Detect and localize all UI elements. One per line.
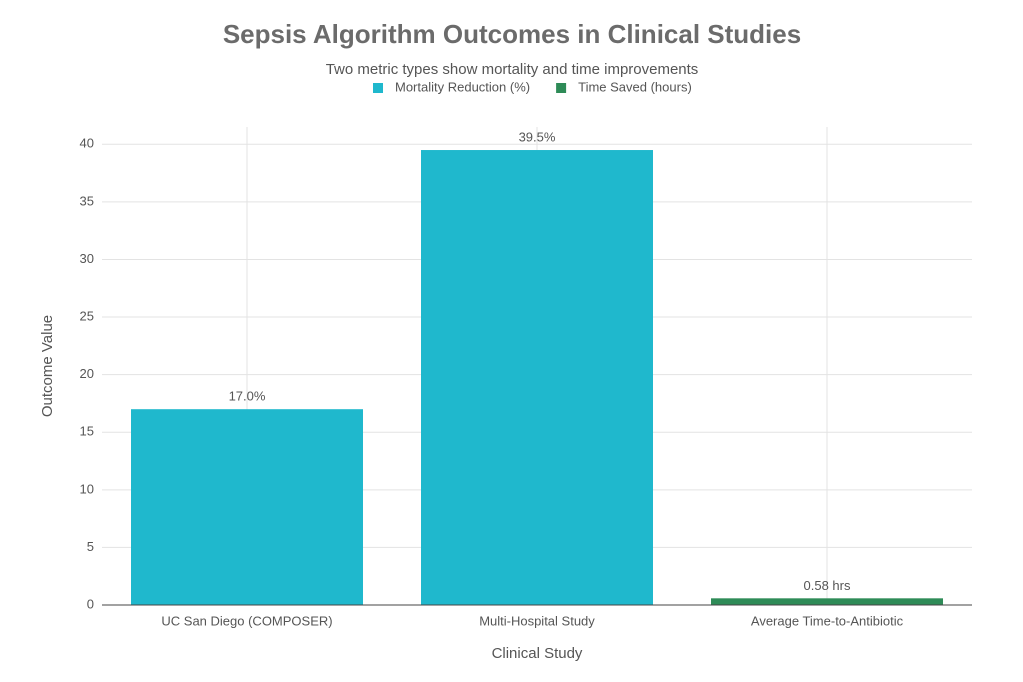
x-tick-label: UC San Diego (COMPOSER) xyxy=(161,613,332,628)
y-tick-label: 40 xyxy=(80,136,94,151)
legend-swatch xyxy=(556,83,567,93)
legend-swatch xyxy=(373,83,383,93)
chart-subtitle: Two metric types show mortality and time… xyxy=(326,61,699,78)
x-tick-label: Average Time-to-Antibiotic xyxy=(751,613,904,628)
value-label: 0.58 hrs xyxy=(804,578,851,593)
y-tick-label: 20 xyxy=(80,366,94,381)
value-label: 17.0% xyxy=(229,389,266,404)
legend-label: Time Saved (hours) xyxy=(578,79,692,94)
y-axis-title: Outcome Value xyxy=(39,315,56,417)
x-axis-title: Clinical Study xyxy=(492,645,583,662)
chart-title: Sepsis Algorithm Outcomes in Clinical St… xyxy=(223,19,801,49)
value-label: 39.5% xyxy=(519,129,556,144)
legend-label: Mortality Reduction (%) xyxy=(395,79,530,94)
y-tick-label: 15 xyxy=(80,424,94,439)
x-tick-label: Multi-Hospital Study xyxy=(479,613,595,628)
y-tick-label: 30 xyxy=(80,251,94,266)
y-tick-label: 0 xyxy=(87,596,94,611)
y-tick-label: 10 xyxy=(80,481,94,496)
bar xyxy=(131,409,363,605)
y-tick-label: 25 xyxy=(80,308,94,323)
bar xyxy=(711,598,943,605)
y-tick-label: 5 xyxy=(87,539,94,554)
bar xyxy=(421,150,653,606)
y-tick-label: 35 xyxy=(80,193,94,208)
